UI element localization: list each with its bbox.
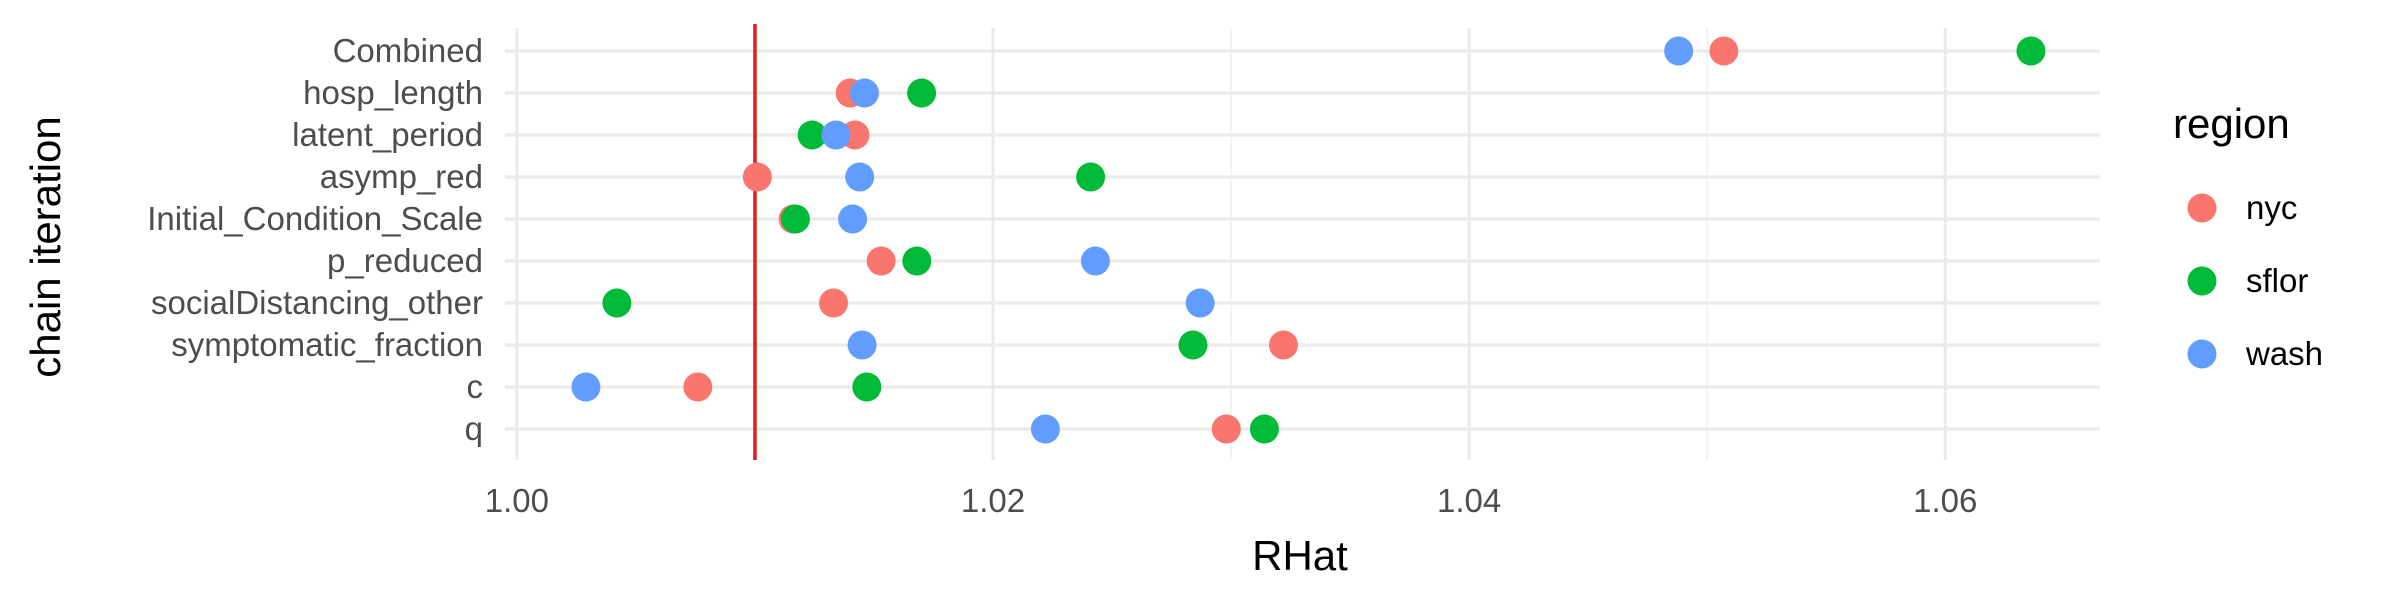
x-tick-label: 1.02 — [961, 482, 1025, 519]
legend-key-sflor — [2187, 266, 2217, 296]
data-point-nyc — [1268, 330, 1298, 360]
data-point-nyc — [742, 162, 772, 192]
data-point-sflor — [780, 204, 810, 234]
data-point-wash — [571, 372, 601, 402]
y-tick-label: Combined — [333, 32, 483, 69]
data-point-wash — [1030, 414, 1060, 444]
data-point-sflor — [797, 120, 827, 150]
grid — [505, 28, 2100, 460]
x-tick-label: 1.04 — [1437, 482, 1501, 519]
y-tick-label: latent_period — [292, 116, 483, 153]
data-point-nyc — [866, 246, 896, 276]
legend-title: region — [2173, 100, 2290, 147]
data-point-wash — [838, 204, 868, 234]
y-tick-labels: Combined hosp_length latent_period asymp_re… — [147, 32, 483, 447]
data-point-nyc — [1709, 36, 1739, 66]
y-tick-label: asymp_red — [320, 158, 483, 195]
data-point-wash — [821, 120, 851, 150]
x-tick-label: 1.06 — [1913, 482, 1977, 519]
y-tick-label: Initial_Condition_Scale — [147, 200, 483, 237]
data-point-wash — [845, 162, 875, 192]
data-point-wash — [849, 78, 879, 108]
y-axis-title: chain iteration — [22, 116, 69, 378]
legend-label-wash: wash — [2245, 335, 2323, 372]
x-axis-title: RHat — [1252, 532, 1348, 579]
data-point-sflor — [852, 372, 882, 402]
data-point-sflor — [907, 78, 937, 108]
data-point-sflor — [1076, 162, 1106, 192]
legend-label-sflor: sflor — [2246, 262, 2308, 299]
data-point-sflor — [602, 288, 632, 318]
data-point-wash — [1185, 288, 1215, 318]
data-point-sflor — [1178, 330, 1208, 360]
y-tick-label: symptomatic_fraction — [171, 326, 483, 363]
data-point-sflor — [1249, 414, 1279, 444]
y-tick-label: q — [465, 410, 483, 447]
legend-key-wash — [2187, 339, 2217, 369]
data-points — [571, 36, 2046, 444]
legend: region nyc sflor wash — [2173, 100, 2323, 372]
data-point-nyc — [819, 288, 849, 318]
data-point-wash — [1664, 36, 1694, 66]
legend-key-nyc — [2187, 193, 2217, 223]
data-point-sflor — [902, 246, 932, 276]
y-tick-label: socialDistancing_other — [151, 284, 483, 321]
data-point-sflor — [2016, 36, 2046, 66]
data-point-wash — [847, 330, 877, 360]
y-tick-label: hosp_length — [303, 74, 483, 111]
y-tick-label: c — [467, 368, 484, 405]
x-tick-labels: 1.00 1.02 1.04 1.06 — [485, 482, 1978, 519]
data-point-nyc — [1211, 414, 1241, 444]
x-tick-label: 1.00 — [485, 482, 549, 519]
y-tick-label: p_reduced — [327, 242, 483, 279]
data-point-nyc — [683, 372, 713, 402]
data-point-wash — [1080, 246, 1110, 276]
legend-label-nyc: nyc — [2246, 189, 2297, 226]
